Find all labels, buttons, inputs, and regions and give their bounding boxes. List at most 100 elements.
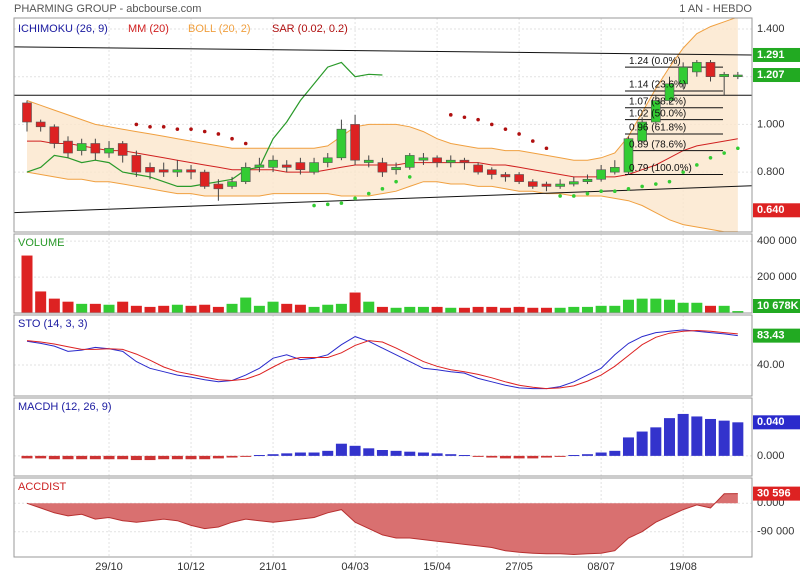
candle-body: [432, 157, 442, 163]
value-badge: [753, 68, 800, 83]
candle-body: [76, 143, 87, 151]
macd-bar: [595, 452, 607, 456]
sar-dot: [585, 191, 590, 196]
candle-body: [596, 169, 606, 180]
panel: [14, 315, 752, 396]
candle-body: [719, 74, 729, 77]
sar-dot: [243, 141, 248, 146]
sar-dot: [230, 136, 234, 141]
macd-bar: [568, 455, 580, 457]
macd-bar: [322, 450, 334, 456]
panel-frame: [13, 477, 753, 558]
value-badge-label: 0.640: [757, 204, 785, 216]
macd-bar: [21, 455, 33, 459]
macd-bar: [281, 453, 293, 456]
volume-bar: [117, 301, 129, 313]
value-badge: [753, 47, 800, 62]
macd-bar: [158, 455, 170, 460]
candle-body: [418, 157, 429, 161]
bollinger-lower: [26, 171, 738, 232]
macd-bar: [622, 437, 634, 456]
candle-body: [623, 138, 634, 173]
candle-body: [651, 100, 661, 123]
panel-title: VOLUME: [18, 237, 64, 249]
candle-body: [500, 174, 511, 178]
accdist-line: [26, 493, 738, 556]
macd-bar: [253, 455, 265, 457]
value-badge: [753, 299, 800, 313]
sar-dot: [448, 113, 453, 117]
macd-bar: [677, 413, 689, 456]
volume-bar: [527, 307, 539, 313]
sar-dot: [503, 127, 508, 131]
candle-body: [527, 181, 538, 187]
value-badge: [753, 203, 800, 218]
sar-dot: [161, 124, 166, 129]
macd-bar: [240, 455, 252, 457]
candle-body: [90, 143, 101, 154]
macd-bar: [199, 455, 211, 460]
sar-dot: [544, 146, 549, 151]
legend-entry: ICHIMOKU (26, 9): [18, 23, 108, 35]
volume-bar: [677, 302, 689, 313]
volume-bar: [622, 299, 634, 313]
macd-bar: [636, 431, 648, 456]
macd-bar: [705, 418, 716, 456]
sar-dot: [325, 202, 330, 207]
volume-bar: [89, 303, 101, 313]
candle-body: [281, 164, 292, 168]
sar-dot: [640, 184, 644, 189]
candle-body: [404, 155, 415, 168]
candle-body: [568, 181, 579, 185]
macd-bar: [650, 427, 662, 456]
legend-entry: BOLL (20, 2): [188, 23, 251, 35]
macd-bar: [458, 455, 470, 457]
candle-body: [254, 164, 265, 168]
candle-body: [295, 162, 306, 171]
x-tick-label: 19/08: [669, 561, 697, 573]
macd-bar: [732, 422, 744, 456]
sar-dot: [572, 194, 576, 198]
macd-bar: [89, 455, 101, 460]
value-badge-label: 0.040: [757, 416, 785, 428]
volume-bar: [253, 305, 265, 313]
candle-body: [514, 174, 524, 182]
volume-bar: [21, 255, 33, 313]
sar-dot: [599, 189, 603, 194]
sar-dot: [394, 179, 398, 184]
macd-bar: [486, 455, 498, 458]
fibonacci-label: 0.79 (100.0%): [629, 163, 692, 174]
panel: [14, 478, 752, 557]
bollinger-upper: [26, 18, 737, 161]
candle-body: [35, 121, 46, 128]
sar-dot: [407, 175, 412, 179]
y-tick-label: -90 000: [757, 526, 794, 538]
volume-bar: [158, 305, 170, 313]
sar-dot: [339, 201, 344, 205]
value-badge: [753, 415, 800, 430]
volume-bar: [595, 305, 607, 313]
macd-bar: [76, 455, 88, 460]
candle-body: [131, 155, 142, 173]
value-badge-label: 1.291: [757, 49, 785, 61]
volume-bar: [62, 301, 74, 313]
sar-dot: [667, 179, 672, 184]
macd-bar: [335, 443, 347, 456]
macd-bar: [663, 418, 675, 456]
sar-dot: [489, 122, 494, 127]
volume-bar: [472, 306, 484, 313]
panel-title: ACCDIST: [18, 481, 67, 493]
macd-bar: [417, 452, 429, 456]
macd-bar: [62, 455, 74, 460]
fibonacci-label: 1.07 (38.2%): [629, 96, 686, 107]
macd-bar: [130, 455, 142, 461]
candle-body: [459, 159, 470, 163]
volume-bar: [322, 304, 334, 313]
fibonacci-label: 1.02 (50.0%): [629, 108, 686, 119]
candle-body: [377, 162, 388, 173]
value-badge: [753, 328, 800, 343]
macd-bar: [445, 454, 457, 456]
x-tick-label: 21/01: [259, 561, 287, 573]
